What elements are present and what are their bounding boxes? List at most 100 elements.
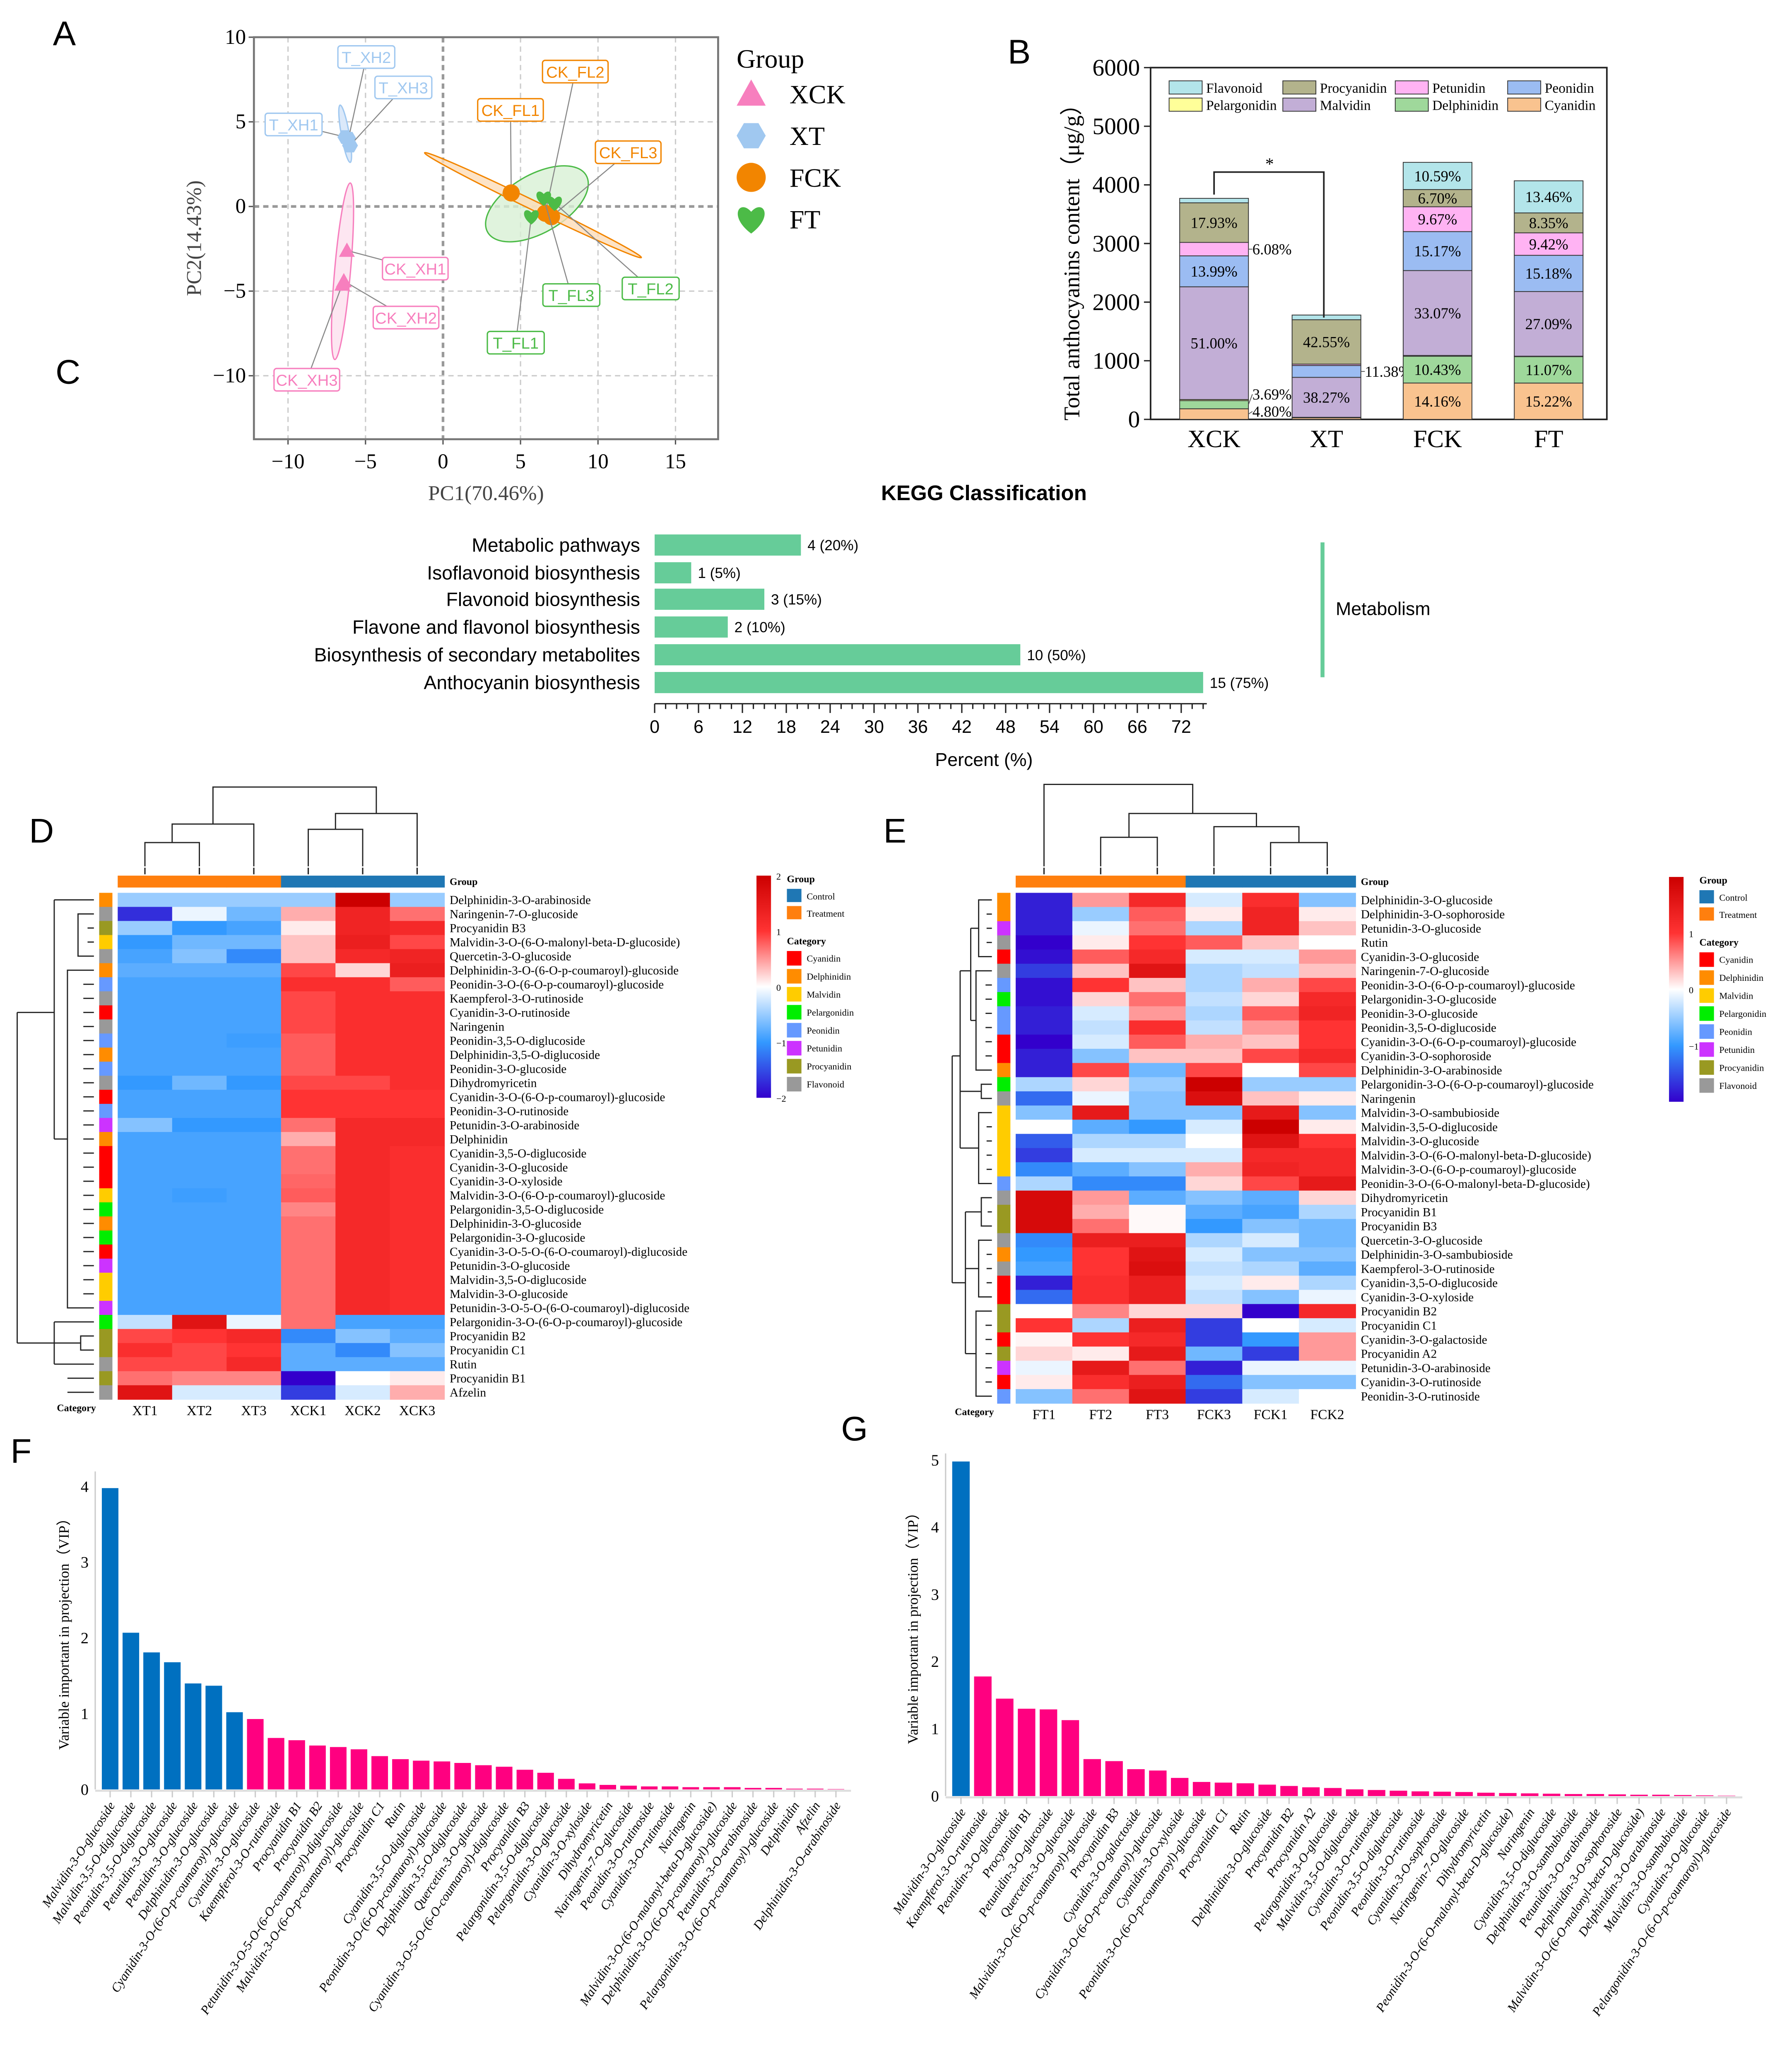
row-label: Naringenin-7-O-glucoside <box>1361 965 1489 978</box>
column-label: XCK3 <box>399 1403 436 1418</box>
group-annotation-cell <box>390 875 445 888</box>
row-label: Afzelin <box>450 1386 486 1399</box>
row-label: Dihydromyricetin <box>1361 1192 1448 1205</box>
heatmap-cell <box>1299 1219 1356 1234</box>
category-annotation-cell <box>997 1346 1011 1361</box>
heatmap-cell <box>1072 1304 1130 1319</box>
kegg-bar-chart: KEGG Classification Metabolic pathways 4 (… <box>314 481 1430 770</box>
panel-letter-b: B <box>1008 33 1031 71</box>
heatmap-cell <box>226 893 282 908</box>
heatmap-cell <box>226 977 282 992</box>
segment-label: 3.69% <box>1252 386 1292 403</box>
heatmap-cell <box>390 1286 445 1301</box>
sample-label-box <box>374 75 433 99</box>
heatmap-cell <box>1016 1105 1073 1120</box>
heatmap-cell <box>335 1104 390 1119</box>
panel-letter-g: G <box>841 1409 868 1448</box>
legend-label: Pelargonidin <box>1206 98 1277 113</box>
heatmap-cell <box>1129 1006 1186 1021</box>
category-annotation-cell <box>997 1290 1011 1305</box>
heatmap-cell <box>1072 978 1130 993</box>
heatmap-cell <box>1129 1091 1186 1106</box>
row-label: Quercetin-3-O-glucoside <box>450 950 571 963</box>
vip-bar <box>1543 1794 1561 1796</box>
heatmap-cell <box>1242 1162 1300 1177</box>
heatmap-cell <box>1016 1304 1073 1319</box>
vip-bar <box>1433 1791 1451 1796</box>
category-annotation-cell <box>997 1276 1011 1291</box>
heatmap-cell <box>390 1300 445 1315</box>
heatmap-cell <box>1016 935 1073 950</box>
vip-bar <box>952 1461 970 1796</box>
heatmap-cell <box>1299 1233 1356 1248</box>
segment-label: 15.17% <box>1414 243 1461 260</box>
category-annotation-cell <box>997 893 1011 908</box>
heatmap-cell <box>1072 1020 1130 1035</box>
heatmap-cell <box>1242 1134 1300 1149</box>
heatmap-cell <box>118 963 173 978</box>
y-tick-label: 2 <box>931 1653 939 1671</box>
heatmap-cell <box>1299 1077 1356 1092</box>
heatmap-cell <box>118 1019 173 1034</box>
category-annotation-cell <box>99 1315 113 1329</box>
legend-label: Malvidin <box>1320 98 1371 113</box>
category-header: Category <box>955 1407 994 1418</box>
heatmap-cell <box>1242 907 1300 922</box>
heatmap-cell <box>226 935 282 950</box>
bar-segment-peonidin <box>1402 231 1472 271</box>
heatmap-cell <box>172 1146 227 1161</box>
category-label: Metabolic pathways <box>472 534 640 556</box>
heatmap-cell <box>118 1385 173 1400</box>
panel-letter-d: D <box>29 811 54 850</box>
vip-bar <box>1105 1761 1123 1796</box>
heatmap-cell <box>172 1272 227 1287</box>
y-tick-label: 0 <box>931 1788 939 1805</box>
x-tick-label: 42 <box>952 717 972 737</box>
legend-category-label: Pelargonidin <box>1719 1009 1766 1019</box>
heatmap-cell <box>1299 1049 1356 1064</box>
heatmap-cell <box>118 1033 173 1048</box>
heatmap-cell <box>335 1272 390 1287</box>
x-tick-label: −5 <box>354 450 377 473</box>
heatmap-cell <box>390 991 445 1006</box>
vip-bar <box>703 1787 720 1790</box>
legend-category-label: Peonidin <box>807 1025 839 1035</box>
legend-category-swatch <box>787 1023 802 1038</box>
legend-category-swatch <box>1699 970 1714 985</box>
bar-segment-peonidin <box>1291 365 1361 378</box>
heatmap-cell <box>1072 1190 1130 1205</box>
legend-label: Petunidin <box>1432 81 1486 96</box>
category-annotation-cell <box>99 1300 113 1315</box>
heatmap-cell <box>1072 1233 1130 1248</box>
heatmap-cell <box>1072 1332 1130 1347</box>
heatmap-cell <box>118 1371 173 1386</box>
heatmap-cell <box>1129 1318 1186 1333</box>
legend-group-swatch <box>1699 890 1714 903</box>
heatmap-cell <box>172 963 227 978</box>
category-annotation-cell <box>997 963 1011 978</box>
vip-bar <box>143 1652 160 1790</box>
category-annotation-cell <box>997 1162 1011 1177</box>
heatmap-cell <box>1129 1304 1186 1319</box>
legend-category-label: Cyanidin <box>1719 955 1753 965</box>
heatmap-cell <box>1185 1034 1243 1050</box>
legend-group-swatch <box>787 889 802 902</box>
vip-bar <box>1652 1794 1670 1796</box>
bar-segment-delphinidin <box>1402 356 1472 384</box>
row-label: Peonidin-3,5-O-diglucoside <box>1361 1021 1496 1035</box>
stacked-bar-chart: 0 1000 2000 3000 4000 5000 6000 Total anthocyan… <box>1059 55 1608 453</box>
category-annotation-cell <box>997 1318 1011 1333</box>
heatmap-cell <box>390 921 445 936</box>
panel-letter-e: E <box>884 811 906 850</box>
legend-group-title: Group <box>787 874 814 885</box>
vip-bar <box>1149 1770 1167 1796</box>
heatmap-cell <box>1185 1049 1243 1064</box>
sample-label: T_FL3 <box>548 287 594 305</box>
category-annotation-cell <box>99 977 113 992</box>
heatmap-cell <box>1242 1049 1300 1064</box>
column-label: XT1 <box>132 1403 157 1418</box>
row-label: Peonidin-3-O-glucoside <box>450 1062 566 1076</box>
heatmap-cell <box>335 1286 390 1301</box>
heatmap-cell <box>1129 1063 1186 1078</box>
legend-category-label: Flavonoid <box>1719 1081 1757 1091</box>
